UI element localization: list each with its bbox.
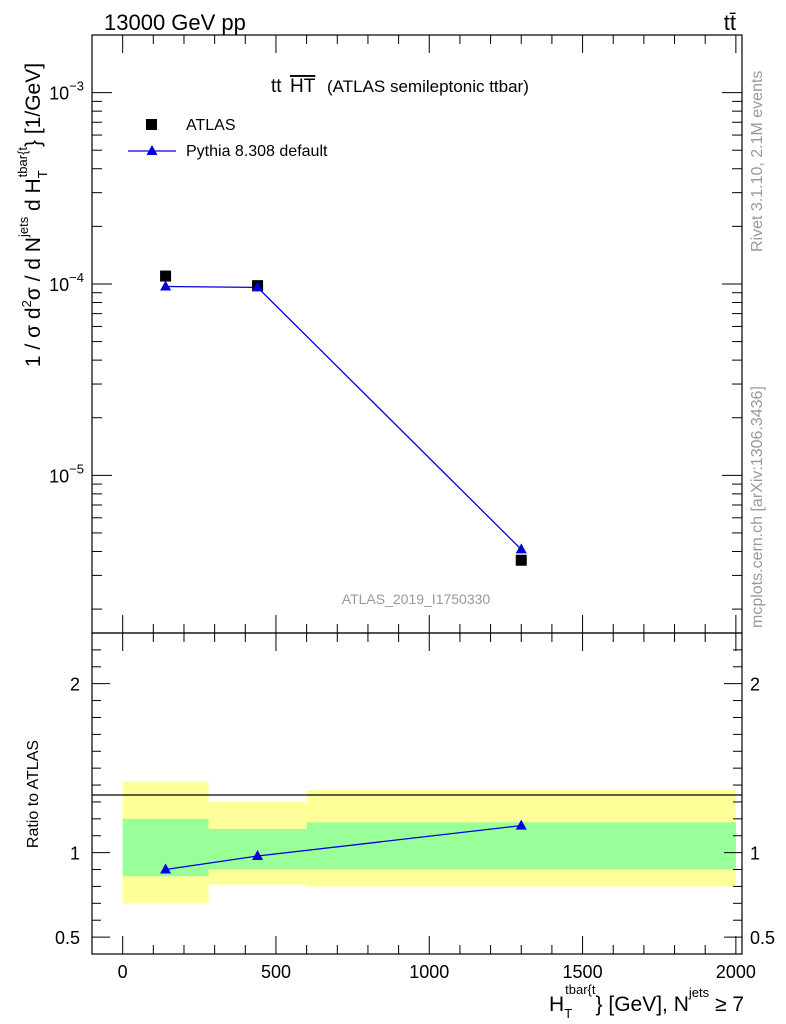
legend: ATLAS Pythia 8.308 default	[128, 117, 328, 160]
atlas-point-2	[515, 554, 527, 566]
ratio-ytick-label-2: 2	[70, 675, 80, 695]
ratio-xtick-label-500: 500	[261, 962, 291, 982]
main-y-ticks: 10−510−410−3	[49, 34, 742, 610]
header-left-text: 13000 GeV pp	[104, 10, 246, 35]
main-ylabel-sup-jets: jets	[16, 216, 31, 238]
main-title-text: (ATLAS semileptonic ttbar)	[327, 77, 529, 96]
ratio-y-ticks: 0.5 0.5 1 1 2 2	[55, 649, 775, 948]
main-ylabel-part-a: 1 / σ d	[22, 307, 45, 367]
main-ylabel-sup-2: 2	[19, 300, 34, 307]
pythia-point-1	[252, 281, 264, 292]
ratio-ytick-label-1: 1	[70, 844, 80, 864]
ratio-xtick-label-0: 0	[118, 962, 128, 982]
ratio-plot-frame	[91, 632, 743, 955]
header-right-text: tt̄	[724, 10, 736, 35]
legend-pythia-marker	[146, 145, 158, 155]
main-ylabel-sub-T: T	[35, 170, 50, 178]
ratio-band-green-1	[208, 828, 307, 870]
ratio-ytick-label-right-2: 2	[750, 675, 760, 695]
ratio-xtick-label-2000: 2000	[716, 962, 756, 982]
ratio-xlabel: HTtbar{t} [GeV], Njets ≥ 7	[549, 982, 744, 1021]
ratio-ytick-label-0.5: 0.5	[55, 928, 80, 948]
main-ylabel-part-d: } [1/GeV]	[22, 63, 45, 147]
main-ytick-label-base: 10	[49, 466, 69, 486]
pythia-point-0	[160, 280, 172, 291]
main-ytick-label-base: 10	[49, 275, 69, 295]
xlabel-sup-jets: jets	[688, 985, 710, 1000]
main-ylabel: 1 / σ d2σ / d Njets d HTtbar{t} [1/GeV]	[15, 63, 50, 367]
legend-atlas-marker	[146, 119, 157, 130]
ratio-band-green-2	[306, 822, 736, 870]
rivet-label: Rivet 3.1.10, 2.1M events	[749, 71, 766, 252]
analysis-label: ATLAS_2019_I1750330	[342, 591, 491, 607]
ratio-ytick-label-right-0.5: 0.5	[750, 928, 775, 948]
ratio-pythia-point-2	[515, 819, 527, 830]
ratio-xtick-label-1500: 1500	[563, 962, 603, 982]
main-ylabel-text: 1 / σ d2σ / d Njets d HTtbar{t} [1/GeV]	[15, 63, 50, 367]
xlabel-sup-tbar: tbar{t	[565, 982, 596, 997]
main-x-ticks	[122, 35, 737, 633]
ratio-xlabel-text: HTtbar{t} [GeV], Njets ≥ 7	[549, 982, 744, 1021]
main-ylabel-part-b: σ / d N	[22, 237, 45, 300]
main-ytick-label-0: 10−5	[49, 461, 84, 486]
ratio-bands	[122, 781, 736, 904]
pythia-point-2	[515, 543, 527, 554]
main-ylabel-part-c: d H	[22, 178, 45, 217]
ratio-plot: 0.5 0.5 1 1 2 2 0 500 1000 1500 2000 Ratio to ATL…	[25, 632, 775, 982]
mcplots-label: mcplots.cern.ch [arXiv:1306.3436]	[749, 386, 766, 628]
ratio-x-ticks: 0 500 1000 1500 2000	[118, 633, 756, 982]
xlabel-H: H	[549, 993, 564, 1016]
xlabel-rest: } [GeV], N	[596, 993, 689, 1016]
main-ytick-label-base: 10	[49, 84, 69, 104]
pythia-line	[165, 285, 522, 550]
main-plot-title: tt HT (ATLAS semileptonic ttbar)	[271, 76, 529, 97]
main-ytick-label-exp: −3	[69, 79, 84, 94]
atlas-point-0	[160, 270, 172, 282]
main-data-marks	[160, 270, 527, 566]
main-ylabel-sup-tbar: tbar{t	[15, 147, 30, 178]
main-ytick-label-2: 10−3	[49, 79, 84, 104]
ratio-pythia-point-1	[252, 850, 264, 861]
main-ytick-label-exp: −4	[69, 270, 84, 285]
ratio-data-marks	[160, 819, 527, 874]
legend-pythia-label: Pythia 8.308 default	[186, 143, 328, 160]
xlabel-sub-T: T	[564, 1006, 572, 1021]
main-title-overline: HT	[290, 76, 316, 97]
ratio-ylabel: Ratio to ATLAS	[25, 740, 42, 848]
ratio-xtick-label-1000: 1000	[409, 962, 449, 982]
ratio-ytick-label-right-1: 1	[750, 844, 760, 864]
main-title-prefix: tt	[271, 76, 282, 97]
legend-atlas-label: ATLAS	[186, 117, 236, 134]
main-ytick-label-exp: −5	[69, 461, 84, 476]
main-ytick-label-1: 10−4	[49, 270, 84, 295]
ratio-pythia-point-0	[160, 863, 172, 874]
xlabel-tail: ≥ 7	[709, 993, 744, 1016]
main-plot: 10−510−410−3 tt HT (ATLAS semileptonic t…	[49, 34, 743, 634]
